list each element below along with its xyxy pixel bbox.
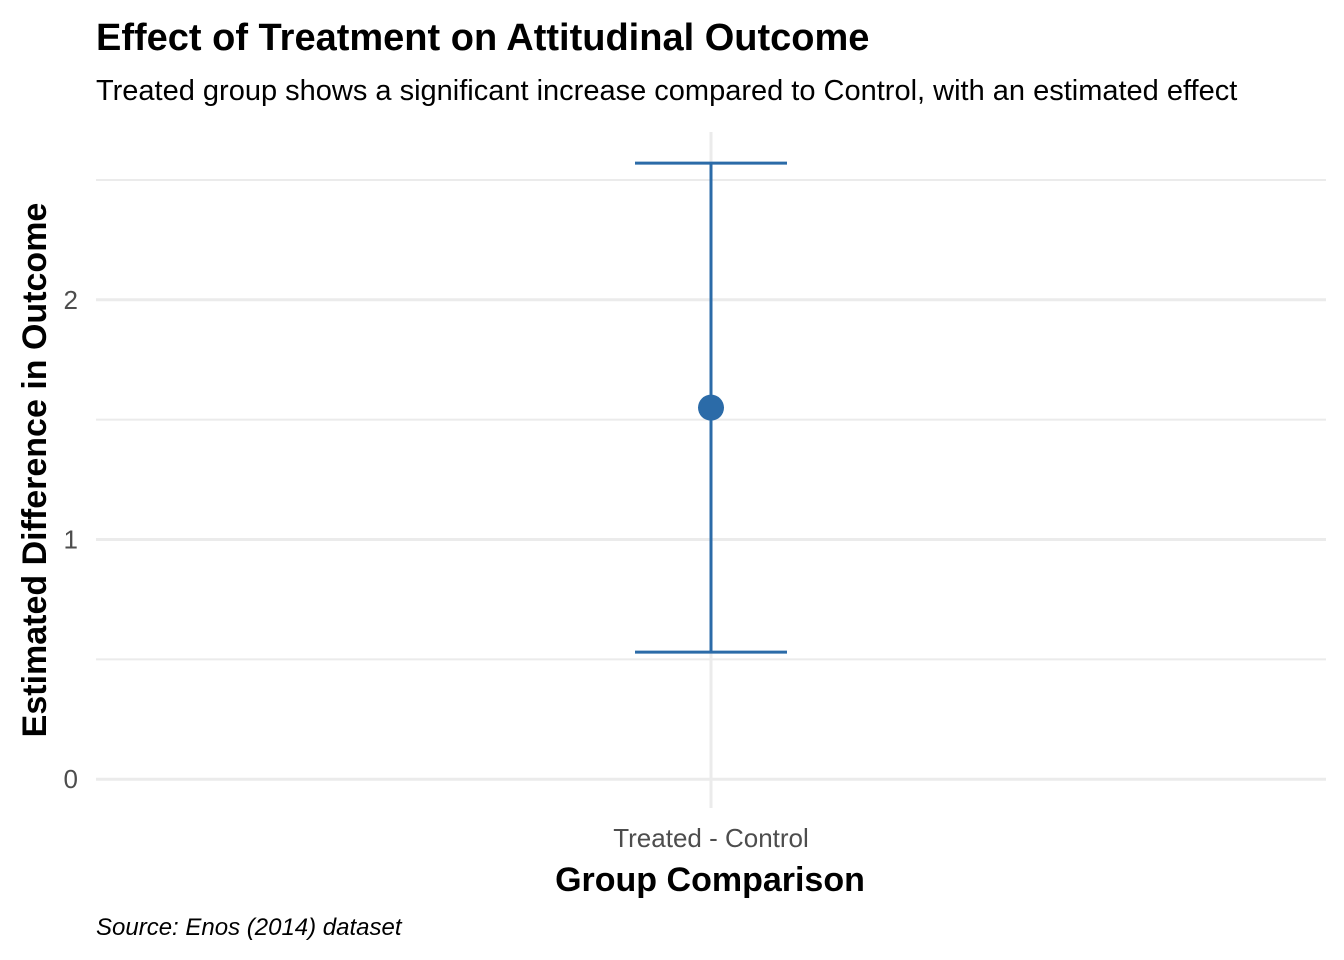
y-axis-ticks: 0 1 2 (64, 285, 78, 794)
chart-title: Effect of Treatment on Attitudinal Outco… (96, 17, 869, 59)
y-axis-title: Estimated Difference in Outcome (16, 203, 54, 738)
y-tick-label: 1 (64, 525, 78, 555)
x-axis-title: Group Comparison (555, 861, 865, 899)
chart-caption: Source: Enos (2014) dataset (96, 914, 403, 941)
y-tick-label: 0 (64, 764, 78, 794)
x-axis-ticks: Treated - Control (613, 823, 809, 853)
estimate-point (698, 394, 724, 421)
chart-subtitle: Treated group shows a significant increa… (96, 75, 1237, 107)
x-tick-label: Treated - Control (613, 823, 809, 853)
y-tick-label: 2 (64, 285, 78, 315)
plot-marks (635, 161, 787, 654)
